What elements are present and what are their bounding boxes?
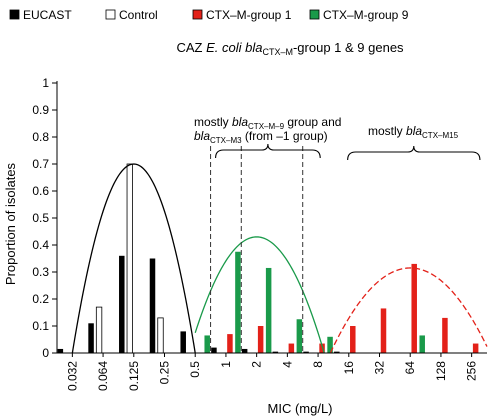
annotation-brace [215, 143, 321, 159]
bar [419, 335, 425, 353]
legend-label: Control [119, 8, 158, 22]
legend-swatch [105, 9, 116, 20]
annotation-text: mostly blaCTX–M15 [368, 124, 459, 140]
legend-label: CTX–M-group 1 [206, 8, 292, 22]
bar [235, 251, 241, 353]
x-tick-label: 0.25 [158, 361, 172, 385]
y-tick-label: 0.3 [32, 265, 49, 279]
y-tick-label: 0.2 [32, 292, 49, 306]
y-tick-label: 0.6 [32, 184, 49, 198]
bar [95, 306, 103, 354]
bar [119, 255, 125, 353]
x-tick-label: 4 [280, 361, 294, 368]
bar [472, 343, 479, 353]
x-tick-label: 128 [434, 361, 448, 381]
y-tick-label: 0.4 [32, 238, 49, 252]
bar [211, 347, 217, 353]
bar [334, 351, 340, 353]
y-axis-label: Proportion of isolates [3, 162, 18, 285]
bar [442, 317, 448, 353]
x-tick-label: 0.125 [127, 361, 141, 391]
bar [180, 331, 186, 353]
plot-area: 0 0.1 0.2 0.3 0.4 0.5 0.6 0.7 0.8 0.9 1 0.032 0.064 0… [32, 76, 488, 391]
bar [149, 258, 156, 353]
x-axis-label: MIC (mg/L) [268, 401, 333, 416]
bar [157, 317, 164, 354]
bar [241, 348, 248, 353]
y-tick-label: 0.5 [32, 211, 49, 225]
x-tick-label: 0.5 [188, 361, 202, 378]
bar [57, 348, 64, 353]
bar [327, 336, 333, 353]
x-tick-label: 0.064 [96, 361, 110, 391]
annotation-brace [347, 145, 481, 161]
y-tick-label: 0 [42, 346, 49, 360]
x-tick-label: 256 [465, 361, 479, 381]
x-tick-label: 2 [250, 361, 264, 368]
bar [411, 263, 417, 353]
x-tick-label: 64 [403, 361, 417, 375]
annotation-text: blaCTX–M3 (from –1 group) [194, 129, 328, 145]
bar [126, 163, 133, 354]
legend-label: CTX–M-group 9 [323, 8, 409, 22]
bar [272, 351, 279, 353]
legend-swatch [192, 9, 203, 20]
fitted-curve [71, 163, 196, 354]
fitted-curve [329, 267, 488, 354]
legend: EUCAST Control CTX–M-group 1 CTX–M-group 9 [9, 8, 409, 22]
bar [204, 335, 210, 353]
y-tick-label: 1 [42, 76, 49, 90]
bar [227, 334, 233, 353]
annotation-text: mostly blaCTX–M–9 group and [194, 115, 341, 131]
bar [319, 343, 325, 353]
bar [303, 351, 309, 353]
bar [88, 323, 94, 353]
y-tick-label: 0.8 [32, 130, 49, 144]
bar [296, 319, 303, 353]
bar [380, 308, 387, 353]
y-tick-label: 0.9 [32, 103, 49, 117]
bar [265, 267, 272, 353]
x-tick-label: 1 [219, 361, 233, 368]
x-tick-label: 8 [311, 361, 325, 368]
x-tick-label: 0.032 [65, 361, 79, 391]
legend-label: EUCAST [23, 8, 72, 22]
bar [257, 326, 264, 353]
x-tick-label: 32 [373, 361, 387, 375]
x-tick-label: 16 [342, 361, 356, 375]
chart-title: CAZ E. coli blaCTX–M-group 1 & 9 genes [176, 40, 404, 57]
legend-swatch [9, 9, 20, 20]
y-tick-label: 0.7 [32, 157, 49, 171]
legend-swatch [309, 9, 320, 20]
bar [288, 343, 295, 353]
y-tick-label: 0.1 [32, 319, 49, 333]
bar [350, 326, 356, 353]
